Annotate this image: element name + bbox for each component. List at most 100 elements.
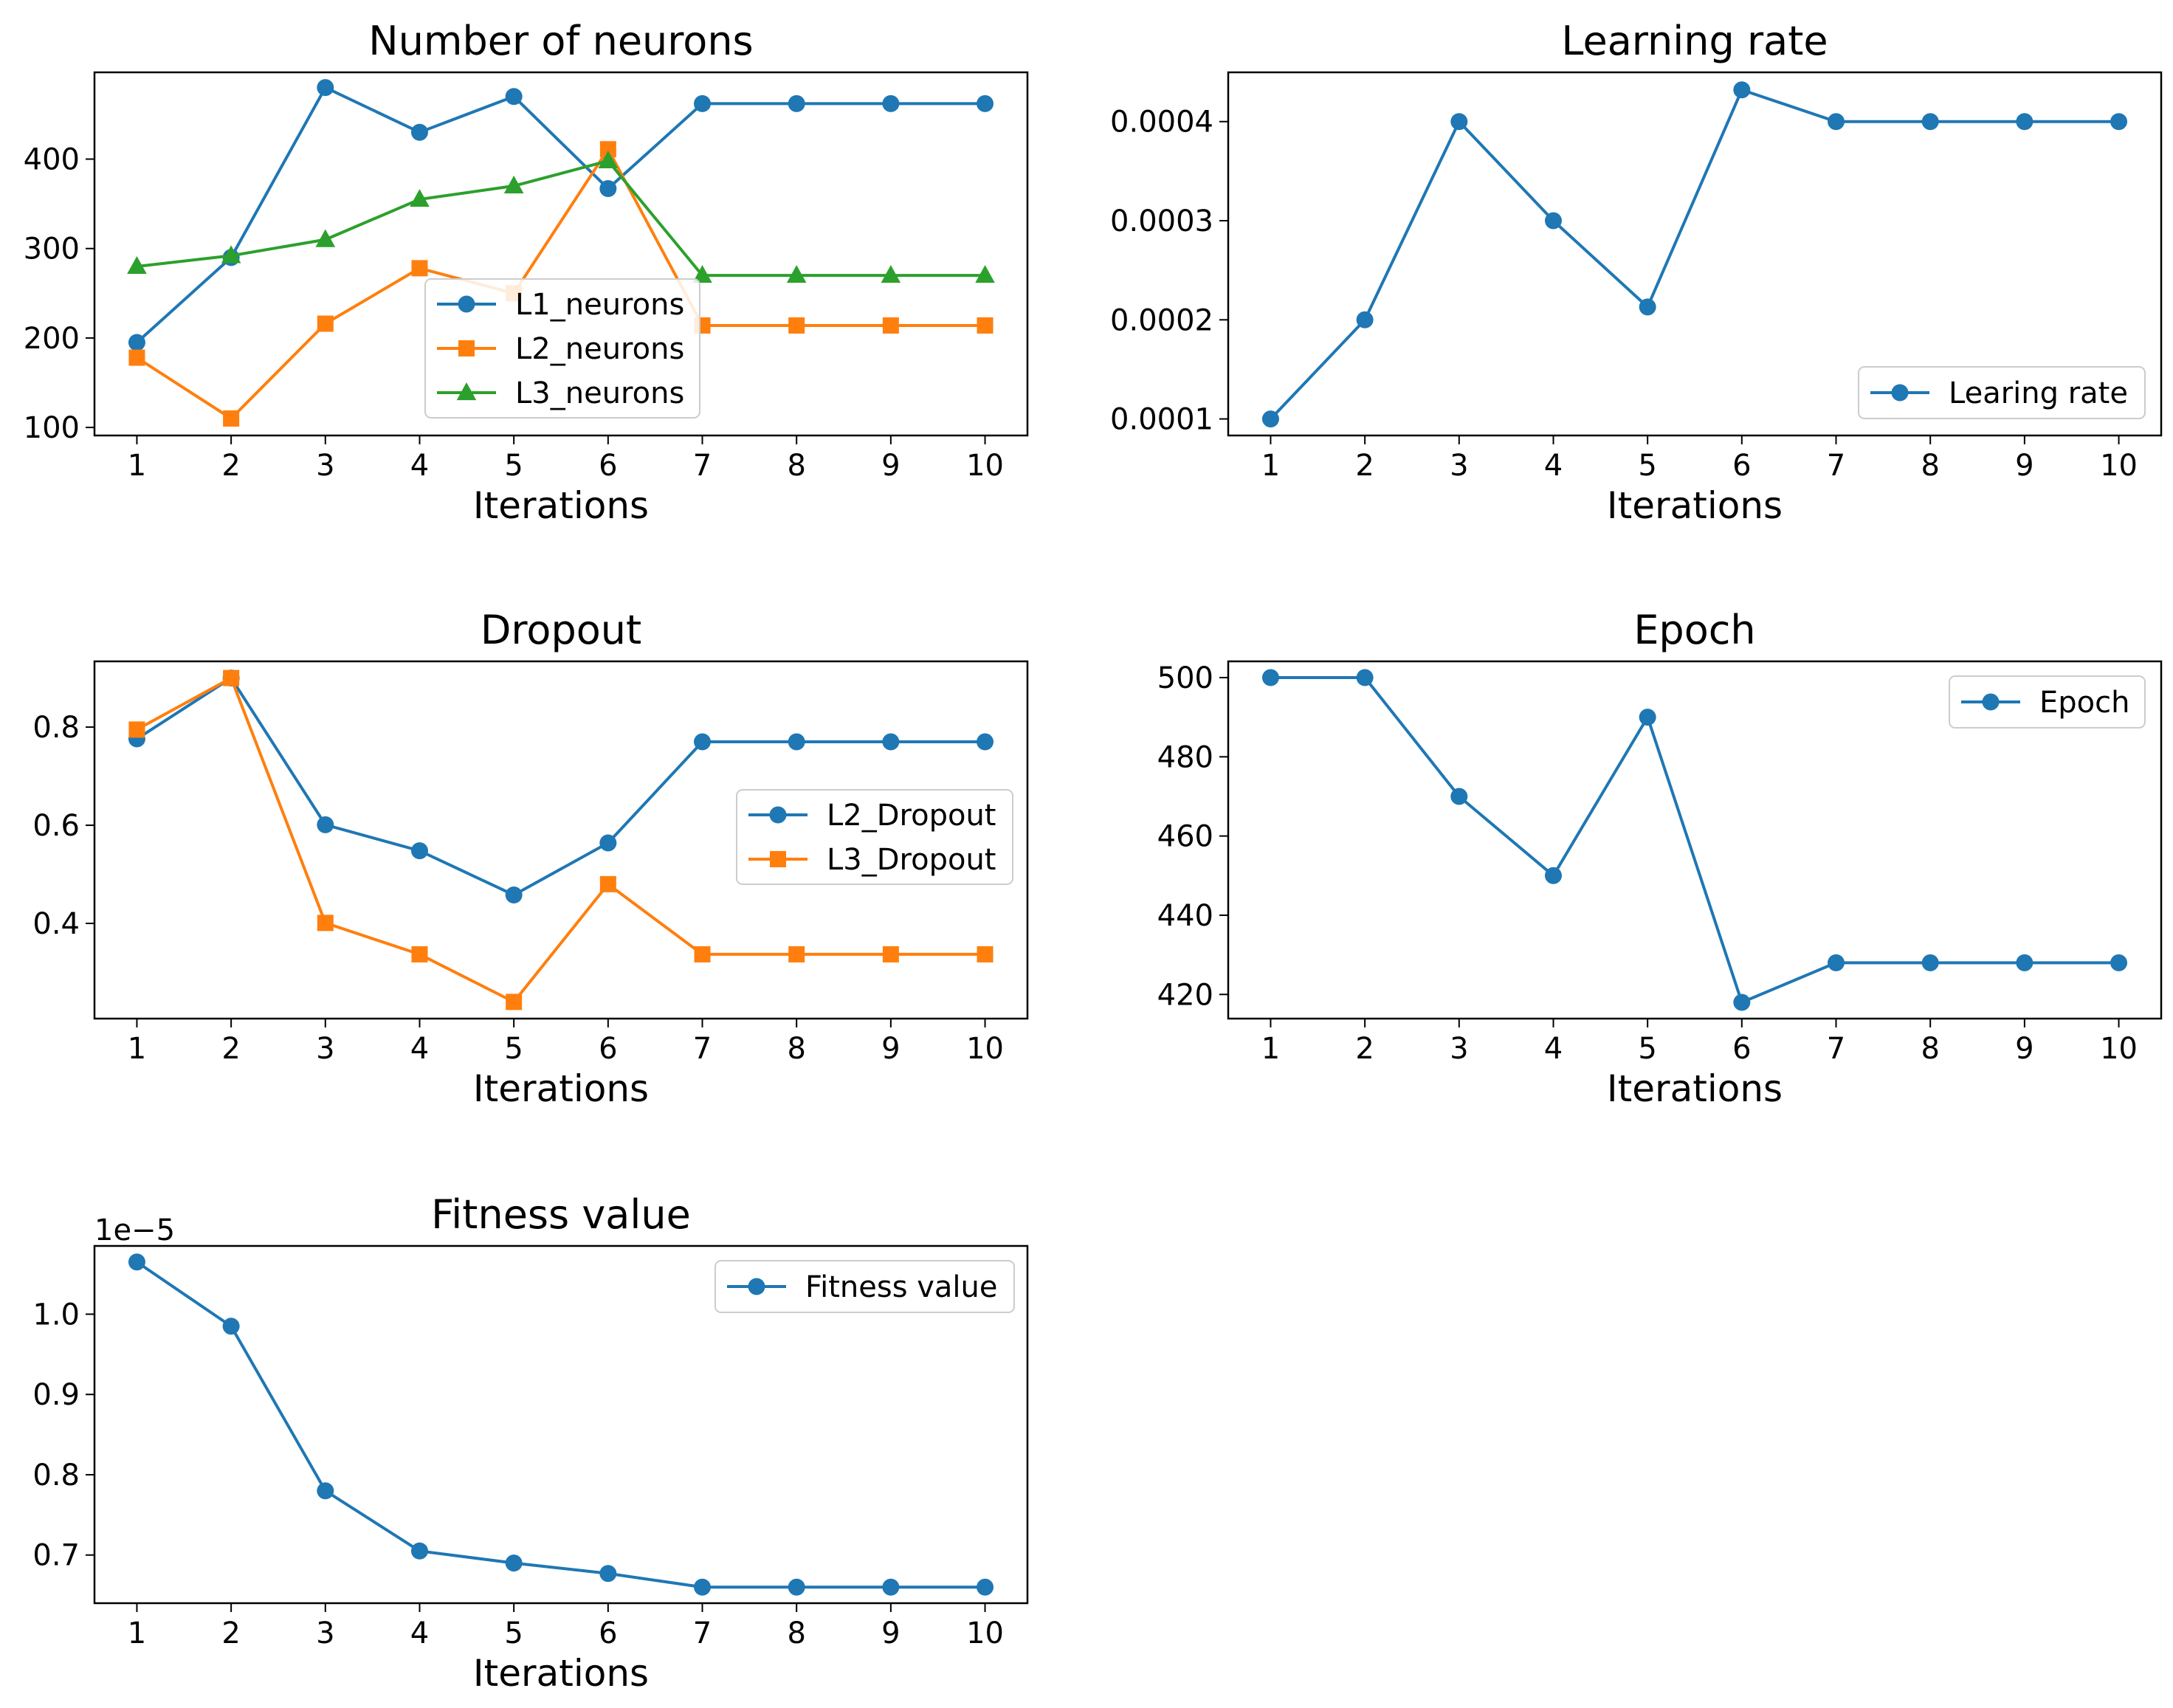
series-line xyxy=(136,676,985,1004)
data-point xyxy=(977,733,994,751)
y-tick-label: 500 xyxy=(1157,661,1213,695)
data-point xyxy=(788,317,805,334)
y-tick-label: 0.9 xyxy=(32,1378,80,1412)
legend-label: L1_neurons xyxy=(515,288,684,322)
series-line xyxy=(136,86,985,344)
x-tick-label: 7 xyxy=(1827,1032,1845,1066)
y-tick-label: 100 xyxy=(24,411,80,445)
x-tick-label: 4 xyxy=(1544,1032,1563,1066)
plot-frame xyxy=(1227,660,2163,1020)
x-tick-label: 3 xyxy=(316,1032,334,1066)
data-point xyxy=(1356,311,1374,328)
x-tick-label: 7 xyxy=(1827,449,1845,483)
data-point xyxy=(315,229,336,247)
legend-label: Epoch xyxy=(2039,686,2129,720)
data-point xyxy=(505,886,523,903)
data-point xyxy=(128,334,145,351)
data-point xyxy=(317,1482,334,1500)
x-tick-label: 4 xyxy=(410,1032,429,1066)
legend-label: Learing rate xyxy=(1949,376,2128,410)
x-tick-label: 6 xyxy=(599,449,617,483)
data-point xyxy=(786,265,807,283)
chart-title: Fitness value xyxy=(431,1191,691,1238)
y-tick-label: 0.7 xyxy=(32,1539,80,1573)
data-point xyxy=(503,175,524,193)
x-tick-label: 6 xyxy=(599,1616,617,1650)
data-point xyxy=(599,875,616,892)
data-point xyxy=(222,1318,240,1335)
data-point xyxy=(410,189,430,207)
x-tick-label: 3 xyxy=(316,449,334,483)
x-tick-label: 1 xyxy=(1261,449,1280,483)
legend-marker xyxy=(458,340,475,357)
data-point xyxy=(977,946,993,963)
plot-frame xyxy=(93,71,1029,437)
data-point xyxy=(599,834,617,852)
legend-marker xyxy=(1891,384,1909,402)
data-point xyxy=(505,88,523,106)
data-point xyxy=(694,94,712,112)
data-point xyxy=(2110,113,2128,131)
data-point xyxy=(788,946,805,963)
data-point xyxy=(882,1578,900,1596)
x-tick-label: 9 xyxy=(881,1032,900,1066)
plot-frame xyxy=(93,1244,1029,1605)
y-tick-label: 0.6 xyxy=(32,809,80,843)
x-tick-label: 10 xyxy=(966,1616,1004,1650)
data-point xyxy=(1733,81,1751,99)
data-point xyxy=(410,1542,428,1560)
data-point xyxy=(1828,954,1845,971)
x-tick-label: 9 xyxy=(2015,1032,2033,1066)
data-point xyxy=(1544,867,1562,884)
x-tick-label: 10 xyxy=(966,1032,1004,1066)
y-tick-label: 440 xyxy=(1157,899,1213,933)
data-point xyxy=(1828,113,1845,131)
data-point xyxy=(1261,410,1279,428)
legend: Epoch xyxy=(1949,675,2146,729)
data-point xyxy=(1921,113,1939,131)
data-point xyxy=(1450,788,1468,805)
data-point xyxy=(410,842,428,860)
series-line xyxy=(136,1261,985,1589)
x-tick-label: 4 xyxy=(1544,449,1563,483)
data-point xyxy=(694,733,712,751)
data-point xyxy=(1733,994,1751,1011)
x-tick-label: 8 xyxy=(787,1616,805,1650)
x-tick-label: 4 xyxy=(410,1616,429,1650)
y-tick-label: 0.0001 xyxy=(1110,403,1213,437)
data-point xyxy=(599,1565,617,1583)
y-tick-label: 0.0004 xyxy=(1110,106,1213,140)
x-tick-label: 7 xyxy=(693,1616,712,1650)
x-tick-label: 3 xyxy=(1450,1032,1468,1066)
x-tick-label: 2 xyxy=(221,1032,240,1066)
data-point xyxy=(1450,113,1468,131)
legend-box xyxy=(714,1260,1015,1313)
series-line xyxy=(1270,88,2119,420)
x-axis-label: Iterations xyxy=(1607,1067,1783,1110)
plot-frame xyxy=(93,660,1029,1020)
chart-panel: Epoch 1 2 3 4 5 6 7 8 9 10 420 440 460 480 500 Iteration… xyxy=(1157,607,2163,1110)
data-point xyxy=(1921,954,1939,971)
data-point xyxy=(317,816,334,833)
x-tick-label: 10 xyxy=(966,449,1004,483)
legend-marker xyxy=(748,1278,765,1295)
y-tick-label: 480 xyxy=(1157,740,1213,774)
x-tick-label: 10 xyxy=(2100,449,2138,483)
chart-panel: Fitness value 1e−5 1 2 3 4 5 6 7 8 9 10 0.7 0.8 0.9 1.0… xyxy=(32,1191,1029,1695)
data-point xyxy=(1261,669,1279,686)
x-tick-label: 8 xyxy=(1921,1032,1939,1066)
y-tick-label: 0.4 xyxy=(32,907,80,941)
x-axis-label: Iterations xyxy=(473,484,649,527)
data-point xyxy=(2016,954,2033,971)
legend-box xyxy=(1949,675,2146,729)
data-point xyxy=(317,915,334,932)
data-point xyxy=(411,946,428,963)
x-tick-label: 10 xyxy=(2100,1032,2138,1066)
legend-marker xyxy=(1982,693,2000,711)
data-point xyxy=(2016,113,2033,131)
plot-frame xyxy=(1227,71,2163,437)
x-axis-label: Iterations xyxy=(473,1067,649,1110)
series-line xyxy=(1270,676,2119,1004)
data-point xyxy=(977,317,993,334)
